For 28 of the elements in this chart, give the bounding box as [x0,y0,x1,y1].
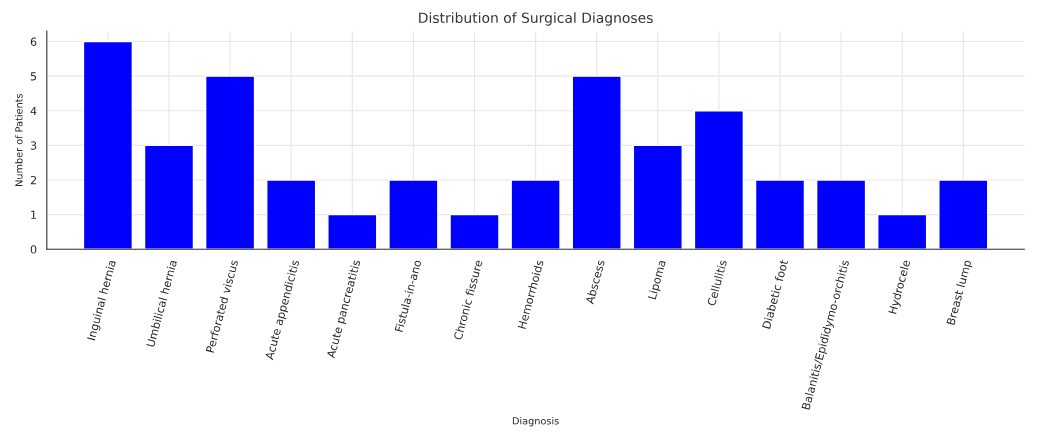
y-tick-label: 0 [30,245,37,254]
y-tick-label: 5 [30,72,37,81]
bar [815,179,867,250]
bar [204,75,256,250]
x-tick-label: Breast lump [946,259,974,326]
y-axis-title: Number of Patients [15,93,23,186]
y-tick-label: 6 [30,37,37,46]
bar [938,179,989,250]
y-tick-label: 2 [30,175,36,185]
bar [82,40,134,250]
y-tick-label: 3 [30,141,37,150]
x-tick-label: Lipoma [647,259,668,301]
bar [510,179,561,250]
bar [143,144,195,250]
x-axis-title: Diagnosis [512,416,559,427]
bar [449,213,500,250]
x-tick-label: Chronic fissure [453,259,483,341]
bar [693,110,745,250]
y-tick-label: 4 [30,106,37,115]
bar [754,179,806,250]
bar [571,75,622,250]
bar [388,179,439,250]
bar [266,179,317,250]
bar [632,144,683,250]
y-tick-label: 1 [31,210,37,219]
chart-title: Distribution of Surgical Diagnoses [419,12,653,26]
bar [327,213,378,250]
bar [877,213,928,250]
